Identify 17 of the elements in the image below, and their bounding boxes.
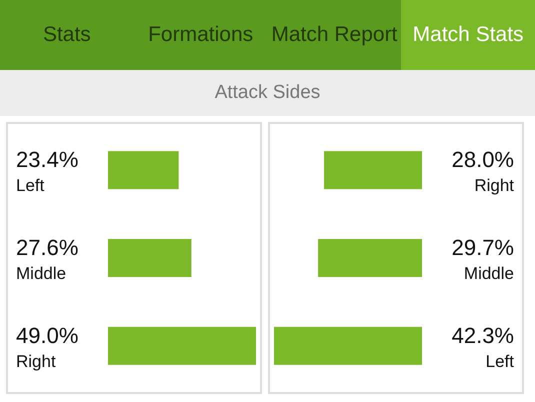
chart-title: Attack Sides	[0, 70, 535, 116]
text: Match Stats	[401, 0, 535, 70]
text: Match Report	[270, 22, 398, 48]
data-label: 27.6%	[16, 235, 78, 260]
text: Stats	[42, 22, 92, 48]
y-tick-label: Right	[474, 176, 514, 196]
y-tick-label: Left	[486, 352, 514, 371]
y-tick-label: Middle	[464, 264, 514, 283]
y-tick-label: Middle	[16, 264, 66, 283]
data-label: 42.3%	[452, 322, 514, 348]
y-tick-label: Left	[16, 176, 45, 196]
y-tick-label: Right	[16, 352, 56, 371]
text: Formations	[147, 22, 254, 48]
data-label: 29.7%	[452, 235, 514, 260]
data-label: 28.0%	[452, 147, 514, 172]
data-label: 23.4%	[16, 147, 78, 172]
data-label: 49.0%	[16, 322, 78, 348]
